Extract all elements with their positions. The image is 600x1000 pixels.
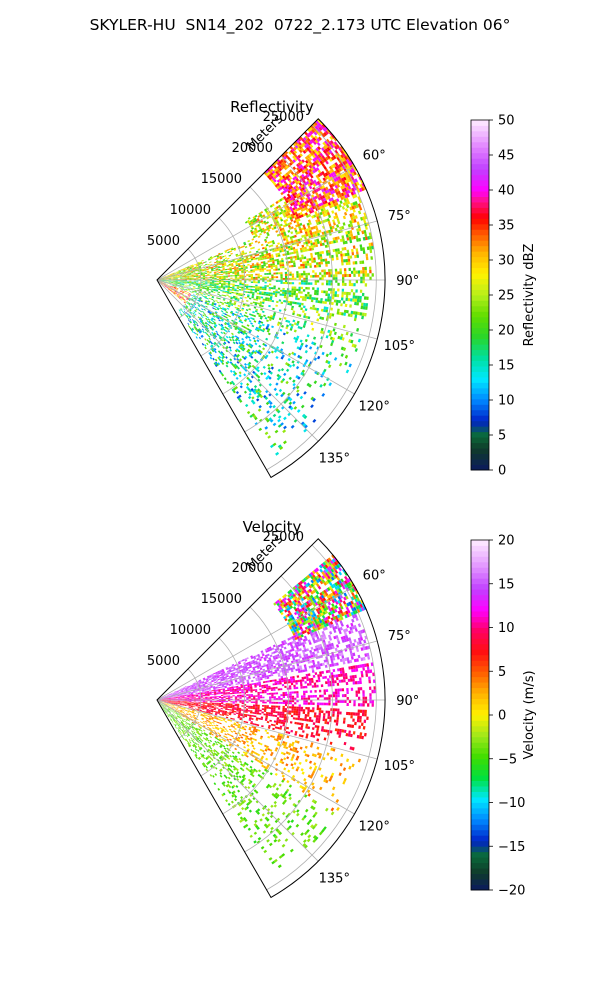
colorbar-tick-label: 5 xyxy=(498,429,506,444)
range-ring-15000 xyxy=(222,606,289,815)
colorbar-tick-label: 40 xyxy=(498,184,515,199)
azimuth-spoke-60 xyxy=(156,165,355,281)
azimuth-tick-label: 120° xyxy=(359,819,390,834)
azimuth-tick-label: 135° xyxy=(319,451,350,466)
azimuth-spoke-120 xyxy=(156,699,355,815)
range-ring-25000 xyxy=(266,544,377,891)
azimuth-tick-label: 60° xyxy=(363,149,386,164)
azimuth-tick-label: 75° xyxy=(388,209,411,224)
colorbar-tick-label: −5 xyxy=(498,752,517,767)
azimuth-tick-label: 75° xyxy=(388,629,411,644)
azimuth-spoke-75 xyxy=(156,220,378,281)
range-tick-label: 10000 xyxy=(170,623,211,638)
range-tick-label: 5000 xyxy=(147,654,180,669)
panel-title: Reflectivity xyxy=(230,98,314,116)
range-tick-label: 25000 xyxy=(263,530,304,545)
polar-panel-velocity: 5000 10000 15000 20000 25000 60° 75° 90° 105° 120… xyxy=(147,518,537,899)
range-ring-5000 xyxy=(178,668,202,739)
colorbar-tick-label: 20 xyxy=(498,534,515,549)
azimuth-tick-label: 90° xyxy=(396,694,419,709)
azimuth-tick-label: 120° xyxy=(359,399,390,414)
colorbar-tick-label: 25 xyxy=(498,289,515,304)
panel-title: Velocity xyxy=(243,518,302,536)
azimuth-spoke-105 xyxy=(156,699,378,760)
range-tick-label: 5000 xyxy=(147,234,180,249)
echo-field xyxy=(159,118,374,456)
colorbar-tick-label: −15 xyxy=(498,840,525,855)
colorbar-label: Velocity (m/s) xyxy=(522,670,537,759)
figure-suptitle: SKYLER-HU SN14_202 0722_2.173 UTC Elevat… xyxy=(89,16,511,34)
colorbar-tick-label: 45 xyxy=(498,149,515,164)
colorbar-tick-label: 0 xyxy=(498,709,506,724)
range-ring-10000 xyxy=(200,637,246,777)
azimuth-spoke-75 xyxy=(156,640,378,701)
colorbar-tick-label: 50 xyxy=(498,114,515,129)
range-ring-5000 xyxy=(178,248,202,319)
azimuth-spoke-135 xyxy=(156,699,319,862)
polar-panel-reflectivity: 5000 10000 15000 20000 25000 60° 75° 90° 105° 120… xyxy=(147,98,537,479)
colorbar-tick-label: 30 xyxy=(498,254,515,269)
range-ring-25000 xyxy=(266,124,377,471)
colorbar-tick-label: 15 xyxy=(498,359,515,374)
echo-field xyxy=(158,554,377,869)
azimuth-tick-label: 90° xyxy=(396,274,419,289)
range-tick-label: 15000 xyxy=(201,172,242,187)
range-tick-label: 20000 xyxy=(232,141,273,156)
colorbar-label: Reflectivity dBZ xyxy=(522,244,537,347)
sector-frame xyxy=(156,118,386,479)
azimuth-tick-label: 105° xyxy=(384,339,415,354)
azimuth-spoke-120 xyxy=(156,279,355,395)
colorbar-tick-label: 10 xyxy=(498,394,515,409)
azimuth-spoke-135 xyxy=(156,279,319,442)
colorbar-tick-label: −20 xyxy=(498,884,525,899)
azimuth-tick-label: 60° xyxy=(363,569,386,584)
range-ring-15000 xyxy=(222,186,289,395)
range-tick-label: 25000 xyxy=(263,110,304,125)
range-tick-label: 20000 xyxy=(232,561,273,576)
colorbar-tick-label: 0 xyxy=(498,464,506,479)
colorbar-tick-label: 10 xyxy=(498,621,515,636)
azimuth-spoke-105 xyxy=(156,279,378,340)
range-ring-20000 xyxy=(244,575,333,853)
colorbar: 0 5 10 15 20 25 30 35 40 45 50 Reflectivity dBZ xyxy=(470,114,537,479)
colorbar-tick-label: 15 xyxy=(498,577,515,592)
colorbar-tick-label: 35 xyxy=(498,219,515,234)
azimuth-tick-label: 135° xyxy=(319,871,350,886)
azimuth-spoke-60 xyxy=(156,585,355,701)
colorbar: −20 −15 −10 −5 0 5 10 15 20 Velocity (m/s) xyxy=(470,534,537,899)
range-tick-label: 10000 xyxy=(170,203,211,218)
range-ring-10000 xyxy=(200,217,246,357)
range-tick-label: 15000 xyxy=(201,592,242,607)
range-ring-20000 xyxy=(244,155,333,433)
colorbar-tick-label: 20 xyxy=(498,324,515,339)
colorbar-tick-label: −10 xyxy=(498,796,525,811)
colorbar-tick-label: 5 xyxy=(498,665,506,680)
sector-frame xyxy=(156,538,386,899)
azimuth-tick-label: 105° xyxy=(384,759,415,774)
